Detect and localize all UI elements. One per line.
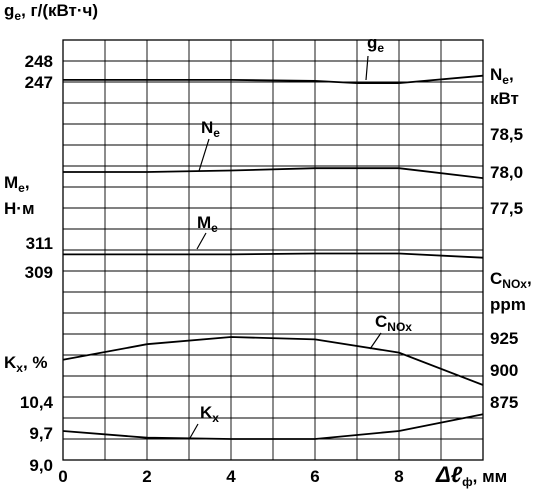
labels: 0 2 4 6 8 Δℓф, мм 248 247 ge, г/(кВт·ч) ge 78,5 78,… [4,1,532,489]
y-tick-label-Me: 309 [25,263,53,282]
x-axis-label: Δℓф, мм [435,462,507,489]
x-tick-label: 0 [58,467,67,486]
y-tick-label-Ne: 77,5 [490,199,523,218]
y-tick-label-Cnox: 875 [490,393,518,412]
series-line-ge [63,74,484,84]
series-line-Kx [62,413,484,440]
y-tick-label-Me: 311 [26,234,53,253]
grid [62,39,484,461]
y-tick-label-Ne: 78,5 [490,125,523,144]
x-tick-label: 2 [142,467,151,486]
series-label-Kx: Kx [200,403,219,425]
x-tick-label: 4 [226,467,236,486]
x-tick-label: 8 [394,467,403,486]
leader-Ne [198,138,210,172]
y-tick-label-Kx: 9,0 [29,456,53,475]
y-tick-label-Cnox: 925 [490,329,518,348]
axis-title-line2-Ne: кВт [490,89,519,108]
series-line-Ne [63,167,484,179]
y-tick-label-Cnox: 900 [490,361,518,380]
leader-Me [196,232,207,250]
leader-Cnox [369,332,382,350]
axis-title-line2-Cnox: ppm [490,295,526,314]
series-label-Ne: Ne [201,118,220,140]
axis-title-ge: ge, г/(кВт·ч) [4,1,98,23]
x-tick-label: 6 [310,467,319,486]
leader-ge [365,55,369,81]
axis-title-Cnox: CNOx, [490,269,532,291]
series-label-Cnox: CNOx [375,312,412,334]
axis-title-Me: Me, [4,173,30,195]
axis-title-Ne: Ne, [490,65,514,87]
y-tick-label-ge: 248 [25,52,53,71]
series-lines [62,74,484,440]
axis-title-line2-Me: Н·м [4,199,35,218]
label-leaders [189,55,382,439]
series-line-Cnox [62,336,484,386]
series-label-Me: Me [197,213,218,235]
y-tick-label-Ne: 78,0 [490,163,523,182]
series-line-Me [63,252,484,259]
series-label-ge: ge [367,33,384,55]
y-tick-label-Kx: 10,4 [20,393,54,412]
axis-title-Kx: Kx, % [4,353,48,375]
y-tick-label-ge: 247 [25,73,53,92]
leader-Kx [189,423,199,439]
y-tick-label-Kx: 9,7 [29,424,53,443]
